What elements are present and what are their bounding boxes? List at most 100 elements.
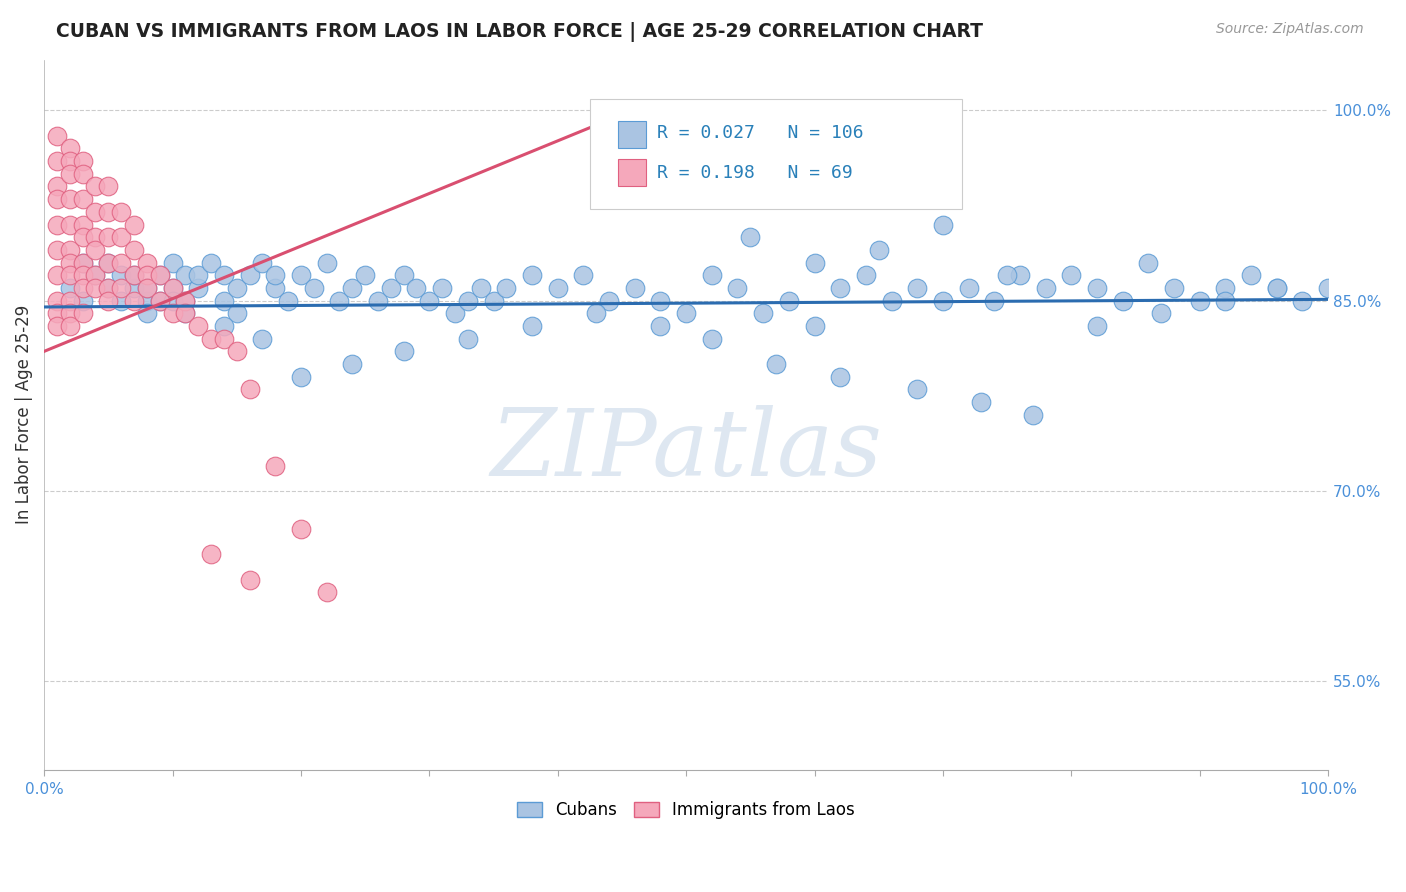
Point bbox=[342, 281, 364, 295]
Point bbox=[110, 230, 132, 244]
Text: CUBAN VS IMMIGRANTS FROM LAOS IN LABOR FORCE | AGE 25-29 CORRELATION CHART: CUBAN VS IMMIGRANTS FROM LAOS IN LABOR F… bbox=[56, 22, 983, 42]
Point bbox=[97, 281, 120, 295]
Point bbox=[520, 268, 543, 283]
Point bbox=[225, 306, 247, 320]
Point bbox=[187, 268, 209, 283]
Point bbox=[457, 293, 479, 308]
Point bbox=[59, 192, 82, 206]
Legend: Cubans, Immigrants from Laos: Cubans, Immigrants from Laos bbox=[510, 794, 862, 826]
Point bbox=[970, 395, 993, 409]
Point bbox=[1265, 281, 1288, 295]
Point bbox=[84, 268, 107, 283]
Point bbox=[162, 255, 184, 269]
Point bbox=[59, 167, 82, 181]
Point bbox=[72, 218, 94, 232]
Point bbox=[650, 293, 672, 308]
Point bbox=[1112, 293, 1135, 308]
Point bbox=[149, 268, 172, 283]
Point bbox=[225, 344, 247, 359]
Point bbox=[778, 293, 800, 308]
Point bbox=[238, 268, 260, 283]
Point bbox=[174, 306, 197, 320]
Point bbox=[1188, 293, 1211, 308]
Point bbox=[238, 383, 260, 397]
Point bbox=[174, 268, 197, 283]
Point bbox=[957, 281, 980, 295]
Point bbox=[650, 318, 672, 333]
Text: Source: ZipAtlas.com: Source: ZipAtlas.com bbox=[1216, 22, 1364, 37]
Point bbox=[72, 268, 94, 283]
Point bbox=[495, 281, 517, 295]
FancyBboxPatch shape bbox=[619, 121, 647, 148]
Point bbox=[135, 306, 157, 320]
Point bbox=[97, 179, 120, 194]
Point bbox=[162, 293, 184, 308]
Point bbox=[122, 243, 145, 257]
Point bbox=[84, 281, 107, 295]
Point bbox=[727, 281, 749, 295]
Point bbox=[277, 293, 299, 308]
Point bbox=[122, 268, 145, 283]
Point bbox=[59, 141, 82, 155]
Point bbox=[110, 293, 132, 308]
Point bbox=[135, 281, 157, 295]
Point bbox=[110, 204, 132, 219]
Point bbox=[1085, 318, 1108, 333]
Point bbox=[1008, 268, 1031, 283]
Point bbox=[200, 255, 222, 269]
Point bbox=[740, 230, 762, 244]
Point bbox=[46, 179, 69, 194]
Point bbox=[72, 167, 94, 181]
Point bbox=[162, 281, 184, 295]
Point bbox=[46, 128, 69, 143]
Y-axis label: In Labor Force | Age 25-29: In Labor Force | Age 25-29 bbox=[15, 305, 32, 524]
Point bbox=[72, 306, 94, 320]
Point bbox=[149, 293, 172, 308]
Point bbox=[174, 306, 197, 320]
Point bbox=[623, 281, 645, 295]
Point bbox=[252, 332, 274, 346]
Point bbox=[59, 306, 82, 320]
Point bbox=[700, 332, 723, 346]
FancyBboxPatch shape bbox=[619, 159, 647, 186]
Point bbox=[418, 293, 440, 308]
Point bbox=[905, 281, 928, 295]
Point bbox=[72, 293, 94, 308]
Point bbox=[392, 268, 415, 283]
Point bbox=[905, 383, 928, 397]
Point bbox=[174, 293, 197, 308]
Point bbox=[995, 268, 1018, 283]
Point bbox=[187, 281, 209, 295]
Point bbox=[803, 255, 825, 269]
Point bbox=[212, 293, 235, 308]
Point bbox=[830, 369, 852, 384]
Point bbox=[225, 281, 247, 295]
Point bbox=[200, 332, 222, 346]
Point bbox=[46, 243, 69, 257]
Point bbox=[932, 218, 955, 232]
Point bbox=[46, 268, 69, 283]
Point bbox=[1035, 281, 1057, 295]
Point bbox=[264, 458, 287, 473]
Point bbox=[315, 255, 337, 269]
Point bbox=[444, 306, 467, 320]
Point bbox=[520, 318, 543, 333]
Point bbox=[122, 281, 145, 295]
Point bbox=[252, 255, 274, 269]
Text: ZIPatlas: ZIPatlas bbox=[491, 405, 882, 495]
Point bbox=[983, 293, 1005, 308]
Point bbox=[302, 281, 325, 295]
Point bbox=[135, 293, 157, 308]
Point bbox=[174, 293, 197, 308]
Point bbox=[290, 522, 312, 536]
Point bbox=[1317, 281, 1340, 295]
Point bbox=[135, 268, 157, 283]
Text: R = 0.198   N = 69: R = 0.198 N = 69 bbox=[657, 163, 852, 182]
Point bbox=[354, 268, 377, 283]
Point bbox=[84, 243, 107, 257]
Point bbox=[264, 268, 287, 283]
Point bbox=[162, 306, 184, 320]
Point bbox=[457, 332, 479, 346]
Point bbox=[585, 306, 607, 320]
Point bbox=[135, 281, 157, 295]
